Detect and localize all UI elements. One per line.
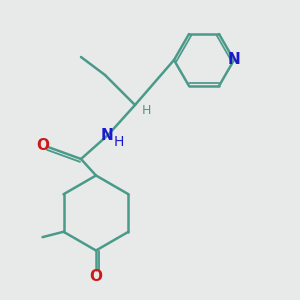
Text: H: H: [142, 104, 151, 117]
Text: O: O: [36, 138, 49, 153]
Text: H: H: [113, 135, 124, 148]
Text: O: O: [89, 269, 103, 284]
Text: N: N: [100, 128, 113, 142]
Text: N: N: [228, 52, 240, 68]
